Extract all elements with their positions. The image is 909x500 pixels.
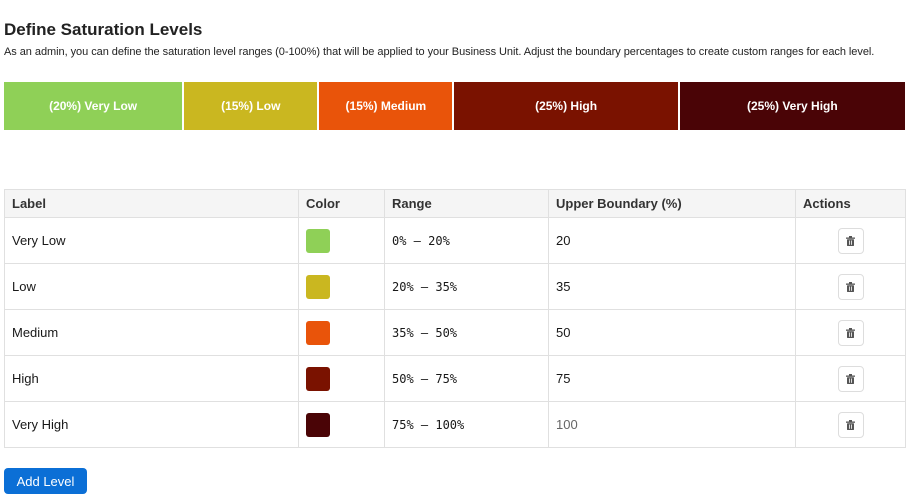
add-level-button[interactable]: Add Level (4, 468, 87, 494)
level-range: 35% – 50% (384, 309, 549, 356)
trash-icon (846, 419, 855, 430)
page-title: Define Saturation Levels (4, 20, 203, 39)
table-row: High 50% – 75% 75 (4, 355, 906, 402)
column-header: Upper Boundary (%) (548, 189, 796, 218)
color-swatch[interactable] (306, 412, 330, 437)
delete-button[interactable] (837, 227, 864, 254)
upper-boundary-input: 100 (548, 401, 796, 448)
bar-segment: (15%) Medium (319, 82, 455, 130)
table-row: Very High 75% – 100% 100 (4, 401, 906, 448)
trash-icon (846, 281, 855, 292)
delete-button[interactable] (837, 319, 864, 346)
level-label: Medium (4, 309, 299, 356)
level-range: 50% – 75% (384, 355, 549, 402)
level-range: 20% – 35% (384, 263, 549, 310)
table-row: Low 20% – 35% 35 (4, 263, 906, 310)
delete-button[interactable] (837, 365, 864, 392)
level-label: Very Low (4, 217, 299, 264)
delete-button[interactable] (837, 411, 864, 438)
table-row: Very Low 0% – 20% 20 (4, 217, 906, 264)
table-row: Medium 35% – 50% 50 (4, 309, 906, 356)
column-header: Color (298, 189, 385, 218)
color-swatch[interactable] (306, 366, 330, 391)
levels-table: Label Color Range Upper Boundary (%) Actions… (4, 189, 906, 448)
color-swatch[interactable] (306, 320, 330, 345)
color-swatch[interactable] (306, 274, 330, 299)
column-header: Actions (795, 189, 906, 218)
bar-segment: (25%) Very High (679, 82, 905, 130)
bar-segment: (15%) Low (184, 82, 320, 130)
bar-segment: (20%) Very Low (4, 82, 185, 130)
color-swatch[interactable] (306, 228, 330, 253)
column-header: Range (384, 189, 549, 218)
level-range: 0% – 20% (384, 217, 549, 264)
page-description: As an admin, you can define the saturati… (4, 46, 875, 58)
upper-boundary-input[interactable]: 50 (548, 309, 796, 356)
delete-button[interactable] (837, 273, 864, 300)
level-label: Low (4, 263, 299, 310)
upper-boundary-input[interactable]: 20 (548, 217, 796, 264)
trash-icon (846, 327, 855, 338)
upper-boundary-input[interactable]: 75 (548, 355, 796, 402)
trash-icon (846, 235, 855, 246)
upper-boundary-input[interactable]: 35 (548, 263, 796, 310)
level-range: 75% – 100% (384, 401, 549, 448)
trash-icon (846, 373, 855, 384)
level-label: High (4, 355, 299, 402)
level-label: Very High (4, 401, 299, 448)
column-header: Label (4, 189, 299, 218)
saturation-bar: (20%) Very Low (15%) Low (15%) Medium (25%)… (4, 82, 905, 130)
bar-segment: (25%) High (454, 82, 680, 130)
